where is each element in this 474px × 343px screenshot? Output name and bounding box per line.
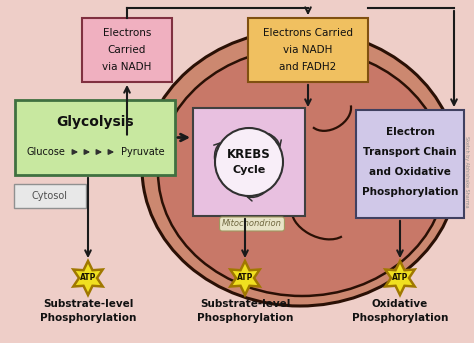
Ellipse shape bbox=[158, 48, 446, 296]
FancyBboxPatch shape bbox=[356, 110, 464, 218]
Text: Glucose: Glucose bbox=[27, 147, 66, 157]
Text: Oxidative: Oxidative bbox=[372, 299, 428, 309]
Text: Mitochondrion: Mitochondrion bbox=[222, 220, 282, 228]
FancyBboxPatch shape bbox=[82, 18, 172, 82]
Text: Electrons: Electrons bbox=[103, 28, 151, 38]
Text: Electrons Carried: Electrons Carried bbox=[263, 28, 353, 38]
Text: Substrate-level: Substrate-level bbox=[200, 299, 290, 309]
Circle shape bbox=[215, 128, 283, 196]
Text: ATP: ATP bbox=[80, 273, 96, 283]
FancyBboxPatch shape bbox=[15, 100, 175, 175]
Text: Phosphorylation: Phosphorylation bbox=[197, 313, 293, 323]
Text: via NADH: via NADH bbox=[102, 62, 152, 72]
FancyBboxPatch shape bbox=[193, 108, 305, 216]
Text: Sketch by Abhishake Sharma: Sketch by Abhishake Sharma bbox=[464, 136, 469, 208]
Text: Cycle: Cycle bbox=[232, 165, 265, 175]
Text: Cytosol: Cytosol bbox=[32, 191, 68, 201]
Polygon shape bbox=[73, 261, 103, 295]
Text: Electron: Electron bbox=[385, 127, 435, 137]
Polygon shape bbox=[230, 261, 260, 295]
Text: ATP: ATP bbox=[392, 273, 408, 283]
Ellipse shape bbox=[142, 30, 458, 306]
Text: Carried: Carried bbox=[108, 45, 146, 55]
Text: Glycolysis: Glycolysis bbox=[56, 115, 134, 129]
Text: and Oxidative: and Oxidative bbox=[369, 167, 451, 177]
Text: via NADH: via NADH bbox=[283, 45, 333, 55]
Text: Phosphorylation: Phosphorylation bbox=[362, 187, 458, 197]
FancyBboxPatch shape bbox=[14, 184, 86, 208]
Polygon shape bbox=[385, 261, 415, 295]
Text: and FADH2: and FADH2 bbox=[279, 62, 337, 72]
FancyBboxPatch shape bbox=[248, 18, 368, 82]
Text: Transport Chain: Transport Chain bbox=[363, 147, 457, 157]
Text: Substrate-level: Substrate-level bbox=[43, 299, 133, 309]
Text: Phosphorylation: Phosphorylation bbox=[352, 313, 448, 323]
Text: Pyruvate: Pyruvate bbox=[121, 147, 165, 157]
Text: KREBS: KREBS bbox=[227, 149, 271, 162]
Text: ATP: ATP bbox=[237, 273, 253, 283]
Text: Phosphorylation: Phosphorylation bbox=[40, 313, 136, 323]
